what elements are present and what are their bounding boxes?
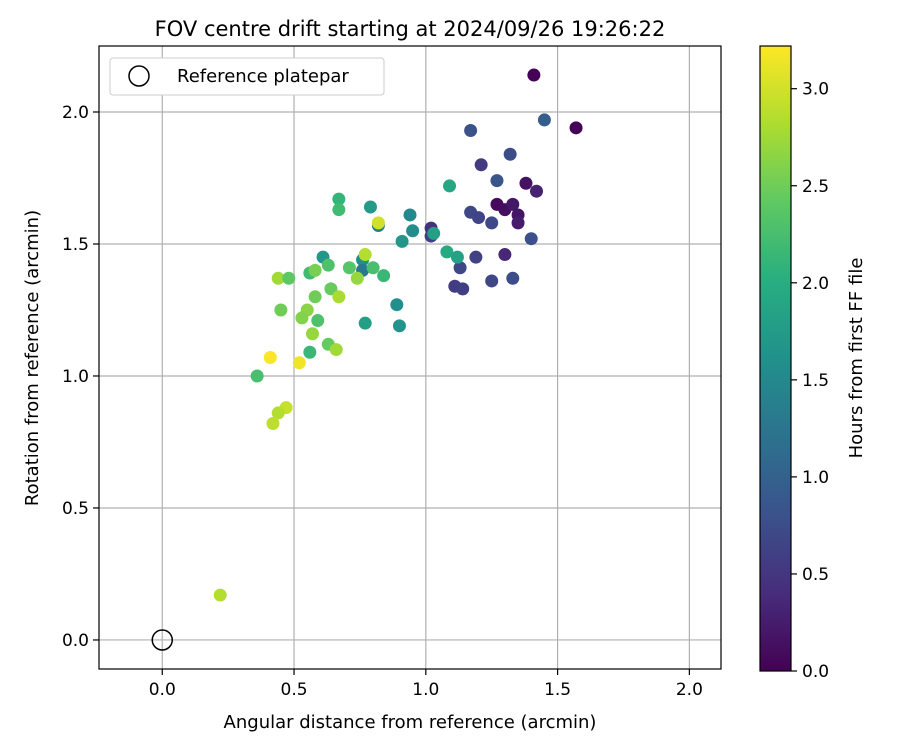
data-point	[450, 250, 464, 264]
colorbar-tick-label: 0.0	[802, 662, 829, 682]
data-point	[569, 121, 583, 135]
data-point	[332, 192, 346, 206]
legend-marker	[128, 65, 150, 87]
legend-label: Reference platepar	[177, 66, 349, 87]
x-axis-label: Angular distance from reference (arcmin)	[224, 712, 597, 733]
data-point	[263, 351, 277, 364]
data-point	[282, 271, 296, 285]
data-point	[266, 416, 280, 430]
data-point	[213, 588, 227, 602]
data-point	[469, 250, 483, 264]
data-point	[305, 327, 319, 341]
data-point	[490, 174, 504, 188]
x-tick-label: 2.0	[676, 680, 703, 700]
data-points	[213, 68, 583, 602]
data-point	[358, 248, 372, 262]
data-point	[403, 208, 417, 222]
data-point	[332, 203, 346, 217]
data-point	[503, 147, 517, 161]
data-point	[321, 258, 335, 272]
data-point	[440, 245, 454, 259]
data-point	[524, 232, 538, 246]
colorbar-ticks: 0.0 0.5 1.0 1.5 2.0 2.5 3.0	[791, 80, 829, 682]
data-point	[519, 176, 533, 190]
data-point	[456, 282, 470, 296]
legend: Reference platepar	[109, 57, 385, 96]
data-point	[474, 158, 488, 172]
y-tick-label: 0.5	[62, 499, 89, 519]
data-point	[329, 343, 343, 357]
data-point	[506, 197, 520, 211]
data-point	[350, 271, 364, 285]
data-point	[366, 261, 380, 275]
data-point	[498, 248, 512, 262]
y-axis-ticks: 0.0 0.5 1.0 1.5 2.0	[62, 103, 99, 651]
data-point	[271, 271, 285, 285]
data-point	[392, 319, 406, 333]
colorbar-tick-label: 2.0	[802, 274, 829, 294]
data-point	[292, 356, 306, 370]
data-point	[485, 274, 499, 288]
data-point	[427, 226, 441, 240]
data-point	[377, 269, 391, 283]
colorbar-tick-label: 0.5	[802, 565, 829, 585]
data-point	[464, 123, 478, 137]
reference-point-marker	[151, 629, 174, 651]
colorbar-tick-label: 1.0	[802, 468, 829, 488]
y-tick-label: 0.0	[62, 631, 89, 651]
data-point	[311, 314, 325, 328]
data-point	[308, 290, 322, 304]
colorbar-tick-label: 1.5	[802, 371, 829, 391]
data-point	[472, 211, 486, 225]
data-point	[271, 406, 285, 420]
colorbar	[759, 45, 792, 672]
y-tick-label: 1.0	[62, 367, 89, 387]
data-point	[395, 234, 409, 248]
data-point	[506, 271, 520, 285]
x-tick-label: 1.0	[412, 680, 439, 700]
data-point	[274, 303, 288, 317]
data-point	[295, 311, 309, 325]
data-point	[453, 261, 467, 275]
plot-area-frame	[98, 45, 722, 670]
data-point	[527, 68, 541, 82]
data-point	[530, 184, 544, 198]
data-point	[485, 216, 499, 230]
data-point	[342, 261, 356, 275]
x-tick-label: 0.5	[281, 680, 308, 700]
data-point	[324, 282, 338, 296]
data-point	[406, 224, 420, 238]
chart-title: FOV centre drift starting at 2024/09/26 …	[155, 17, 666, 41]
data-point	[308, 263, 322, 277]
colorbar-tick-label: 3.0	[802, 80, 829, 100]
data-point	[371, 216, 385, 230]
y-tick-label: 2.0	[62, 103, 89, 123]
colorbar-label: Hours from first FF file	[846, 258, 867, 459]
data-point	[390, 298, 404, 312]
data-point	[443, 179, 457, 193]
data-point	[363, 200, 377, 214]
data-point	[358, 316, 372, 330]
data-point	[511, 216, 525, 230]
x-tick-label: 1.5	[544, 680, 571, 700]
colorbar-tick-label: 2.5	[802, 177, 829, 197]
data-point	[332, 290, 346, 304]
data-point	[303, 345, 317, 359]
data-point	[250, 369, 264, 383]
legend-box	[109, 57, 385, 96]
x-axis-ticks: 0.0 0.5 1.0 1.5 2.0	[149, 669, 703, 700]
data-point	[537, 113, 551, 127]
y-tick-label: 1.5	[62, 235, 89, 255]
x-tick-label: 0.0	[149, 680, 176, 700]
y-axis-label: Rotation from reference (arcmin)	[22, 210, 43, 506]
grid-lines	[99, 46, 721, 669]
